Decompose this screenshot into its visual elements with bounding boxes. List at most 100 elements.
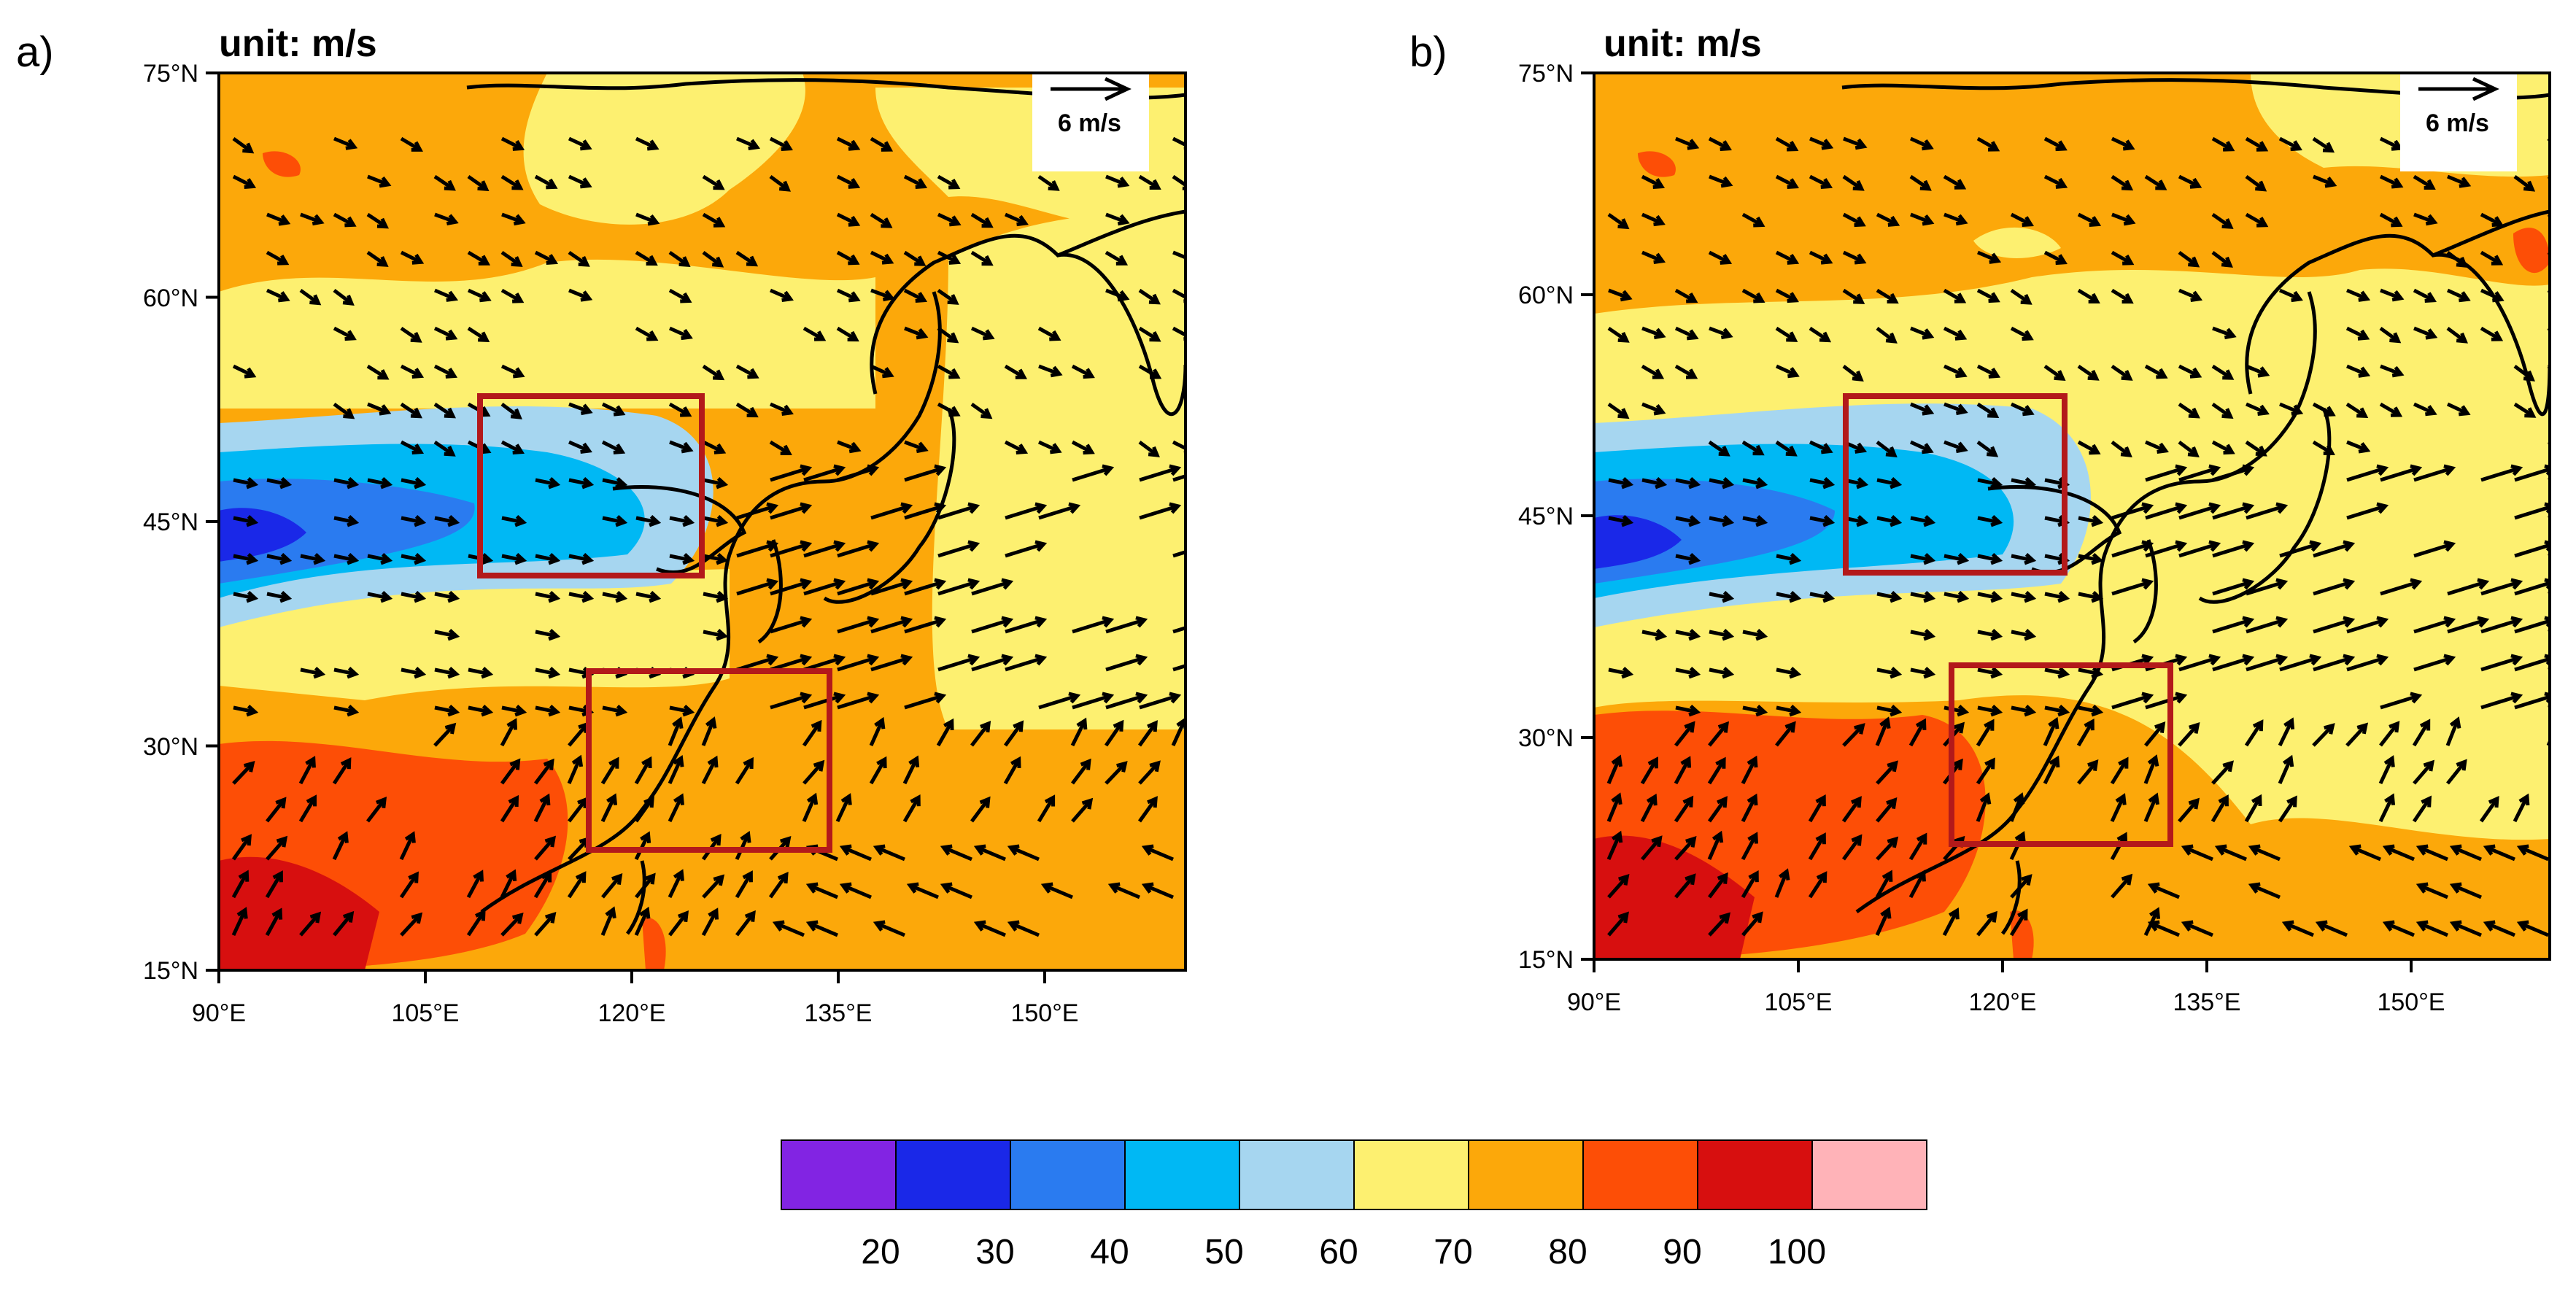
- wind-vector-head: [2088, 293, 2100, 304]
- wind-vector-head: [2560, 443, 2569, 452]
- wind-vector-head: [713, 443, 727, 454]
- wind-vector-head: [1755, 477, 1768, 489]
- wind-vector: [600, 908, 615, 936]
- lat-label: 60°N: [143, 284, 198, 312]
- reference-vector-label: 6 m/s: [2426, 109, 2489, 137]
- wind-vector: [1641, 837, 1662, 861]
- wind-vector-head: [1141, 882, 1154, 894]
- wind-vector-head: [781, 290, 794, 303]
- wind-vector: [2548, 667, 2550, 672]
- wind-vector-head: [640, 831, 651, 843]
- wind-vector: [2178, 504, 2219, 520]
- wind-vector-head: [1013, 720, 1024, 732]
- colorbar-swatch: [1468, 1139, 1584, 1210]
- wind-vector: [2244, 796, 2262, 823]
- wind-vector: [2150, 883, 2180, 899]
- wind-vector-head: [2141, 692, 2154, 704]
- wind-vector: [1876, 326, 1896, 343]
- wind-vector-head: [1990, 667, 2003, 679]
- wind-vector-head: [682, 553, 695, 565]
- wind-vector-head: [2187, 446, 2200, 457]
- wind-vector: [535, 554, 557, 562]
- colorbar-tick-label: 90: [1663, 1233, 1701, 1271]
- wind-vector: [2043, 174, 2065, 188]
- wind-vector: [1876, 762, 1898, 785]
- wind-vector-head: [2510, 464, 2523, 476]
- wind-vector: [635, 874, 655, 899]
- wind-vector: [535, 592, 557, 600]
- wind-vector: [2548, 629, 2550, 634]
- wind-vector-head: [1722, 629, 1735, 641]
- wind-vector: [1675, 554, 1698, 562]
- wind-vector-head: [716, 515, 729, 527]
- wind-vector: [802, 721, 821, 747]
- wind-vector-head: [613, 443, 626, 454]
- wind-vector-head: [1887, 293, 1899, 304]
- wind-vector: [367, 174, 389, 187]
- wind-vector-head: [2358, 366, 2371, 378]
- colorbar-swatch: [1010, 1139, 1126, 1210]
- wind-vector-head: [1887, 215, 1900, 227]
- wind-vector: [2011, 630, 2033, 638]
- wind-vector-head: [481, 705, 494, 717]
- colorbar-tick-label: 80: [1548, 1233, 1587, 1271]
- wind-vector: [2011, 592, 2033, 600]
- wind-vector: [1776, 705, 1798, 714]
- wind-vector: [434, 288, 456, 301]
- wind-vector: [231, 909, 247, 937]
- wind-vector: [2144, 364, 2166, 379]
- wind-vector-head: [615, 591, 628, 603]
- wind-vector: [266, 250, 287, 265]
- wind-vector-head: [1815, 794, 1826, 807]
- wind-vector-head: [1618, 873, 1630, 886]
- wind-vector-head: [867, 616, 880, 628]
- wind-vector: [601, 875, 622, 899]
- wind-vector-head: [2558, 256, 2567, 264]
- wind-vector-head: [1612, 830, 1623, 843]
- wind-vector: [703, 592, 725, 600]
- wind-vector: [534, 250, 556, 264]
- wind-vector: [1674, 288, 1696, 303]
- wind-vector: [668, 757, 683, 785]
- wind-vector-head: [1621, 515, 1634, 527]
- wind-vector: [2548, 515, 2550, 520]
- wind-vector-head: [2181, 920, 2194, 932]
- wind-vector: [2446, 402, 2469, 415]
- wind-vector-head: [1954, 329, 1968, 341]
- wind-vector-head: [1007, 920, 1020, 932]
- wind-vector-head: [800, 616, 813, 628]
- wind-vector-head: [2348, 844, 2362, 856]
- wind-vector: [736, 580, 776, 596]
- wind-vector-head: [376, 796, 387, 809]
- wind-vector: [1110, 883, 1140, 899]
- wind-vector-head: [414, 515, 427, 527]
- wind-vector-head: [680, 292, 692, 303]
- wind-vector: [970, 798, 990, 823]
- wind-vector-head: [2122, 139, 2135, 151]
- wind-vector-head: [243, 760, 255, 773]
- wind-vector-head: [376, 256, 389, 267]
- wind-vector-head: [2323, 444, 2335, 455]
- wind-vector-head: [1611, 754, 1622, 767]
- wind-vector: [668, 402, 690, 417]
- wind-vector-head: [1755, 629, 1768, 641]
- wind-vector-head: [1890, 591, 1903, 603]
- wind-vector-head: [800, 692, 813, 704]
- wind-vector: [2178, 402, 2199, 418]
- wind-vector-head: [867, 578, 880, 590]
- lat-label: 60°N: [1518, 282, 1574, 309]
- wind-vector: [2480, 466, 2521, 482]
- wind-vector-head: [967, 502, 980, 514]
- wind-vector-head: [2376, 502, 2389, 514]
- wind-vector-head: [2121, 873, 2133, 886]
- wind-vector-head: [2424, 179, 2436, 190]
- wind-vector: [568, 723, 589, 747]
- wind-vector: [1910, 212, 1932, 225]
- wind-vector-head: [713, 179, 725, 190]
- wind-vector: [1105, 694, 1145, 710]
- wind-vector-head: [914, 255, 927, 266]
- wind-vector: [2245, 174, 2265, 191]
- wind-vector-head: [643, 796, 654, 808]
- wind-vector-head: [2048, 716, 2059, 729]
- wind-vector: [568, 174, 590, 187]
